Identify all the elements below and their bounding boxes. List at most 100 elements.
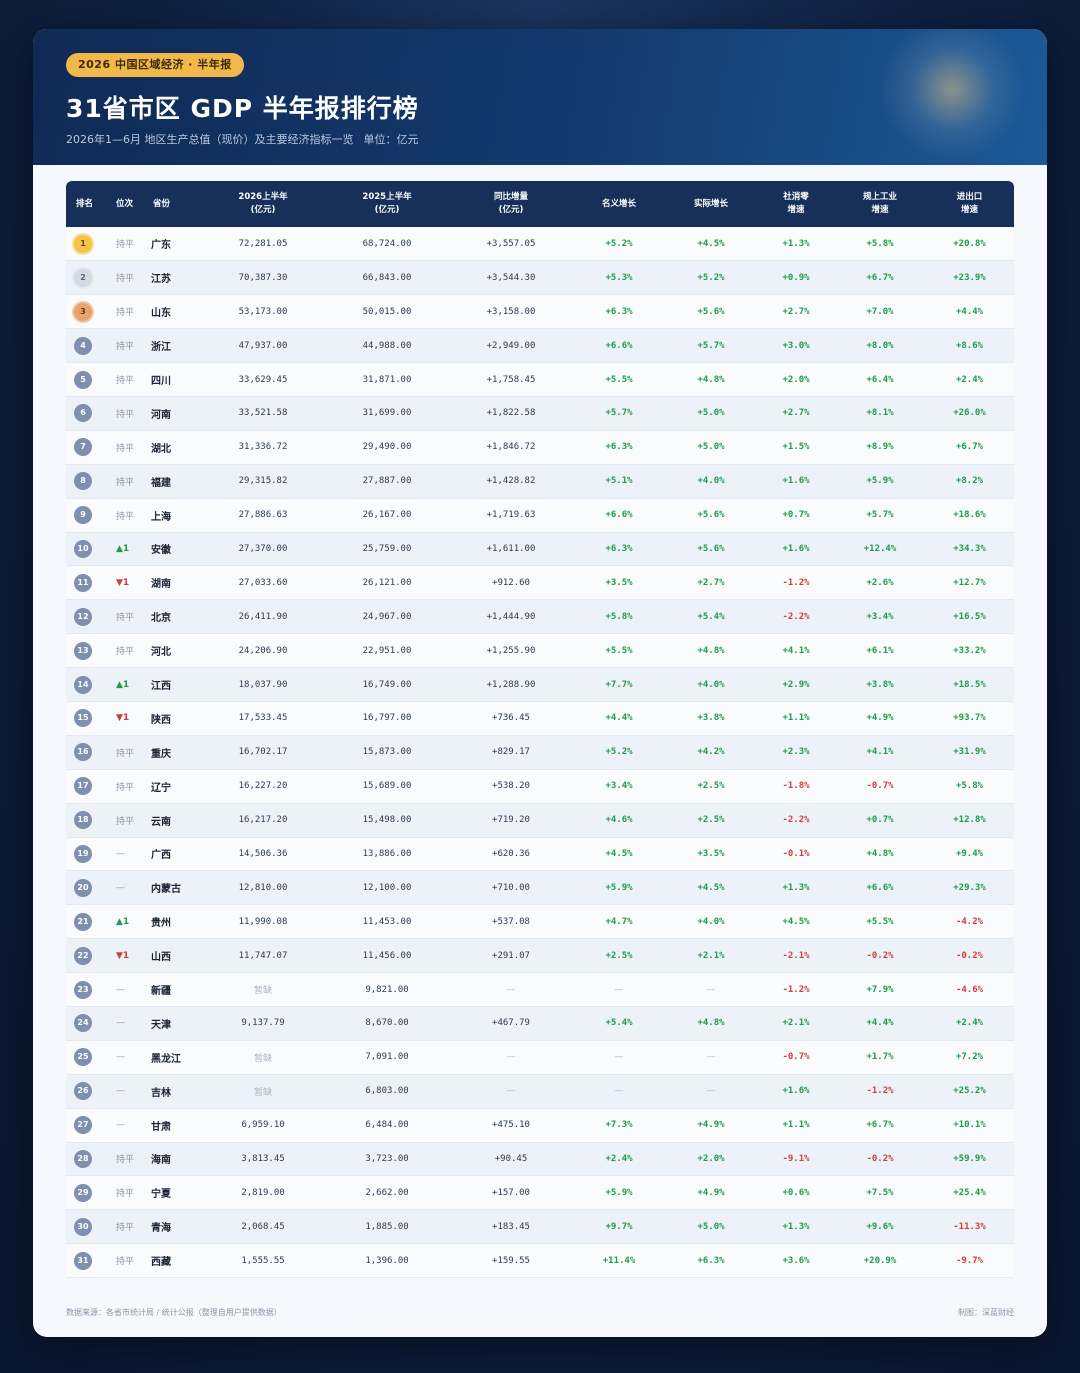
industry-growth-cell: +9.6% — [835, 1209, 925, 1245]
increment-cell: +620.36 — [449, 837, 573, 872]
increment-cell: +1,822.58 — [449, 396, 573, 431]
trade-growth-cell: +2.4% — [925, 362, 1014, 397]
real-growth-cell: +4.5% — [665, 227, 757, 262]
retail-growth-cell: +3.0% — [757, 328, 835, 364]
rank-cell: 2 — [66, 260, 106, 296]
trade-growth-cell: +5.8% — [925, 769, 1014, 804]
real-growth-cell: +6.3% — [665, 1243, 757, 1279]
industry-growth-cell: +1.7% — [835, 1040, 925, 1075]
gdp-2026-cell: 2,819.00 — [201, 1175, 325, 1211]
rank-cell: 11 — [66, 565, 106, 601]
increment-cell: +912.60 — [449, 565, 573, 601]
retail-growth-cell: +1.3% — [757, 227, 835, 262]
increment-cell: +538.20 — [449, 769, 573, 804]
gdp-2026-cell: 70,387.30 — [201, 260, 325, 296]
province-cell: 甘肃 — [143, 1108, 201, 1143]
rank-cell: 3 — [66, 294, 106, 330]
real-growth-cell: — — [665, 1040, 757, 1075]
province-cell: 江西 — [143, 667, 201, 702]
column-header-label: 2025上半年 — [362, 192, 412, 202]
nominal-growth-cell: +9.7% — [573, 1209, 665, 1245]
rank-cell: 24 — [66, 1006, 106, 1041]
retail-growth-cell: -9.1% — [757, 1142, 835, 1177]
province-cell: 北京 — [143, 599, 201, 635]
increment-cell: — — [449, 1074, 573, 1109]
table-row: 22 ▼1 山西 11,747.07 11,456.00 +291.07 +2.5% +2.1… — [66, 938, 1014, 974]
nominal-growth-cell: +5.5% — [573, 633, 665, 669]
province-cell: 广西 — [143, 837, 201, 872]
gdp-2025-cell: 26,121.00 — [325, 565, 449, 601]
province-cell: 新疆 — [143, 972, 201, 1007]
trade-growth-cell: +18.5% — [925, 667, 1014, 702]
trade-growth-cell: +9.4% — [925, 837, 1014, 872]
province-cell: 辽宁 — [143, 769, 201, 804]
gdp-2026-cell: 33,521.58 — [201, 396, 325, 431]
industry-growth-cell: +5.7% — [835, 498, 925, 533]
retail-growth-cell: +1.6% — [757, 464, 835, 499]
gdp-2025-cell: 1,885.00 — [325, 1209, 449, 1245]
retail-growth-cell: +0.9% — [757, 260, 835, 296]
nominal-growth-cell: +11.4% — [573, 1243, 665, 1279]
rank-badge: 13 — [74, 641, 92, 660]
rank-cell: 15 — [66, 701, 106, 736]
rank-badge: 23 — [74, 980, 92, 999]
rank-change-cell: 持平 — [106, 464, 143, 499]
column-header-label: 2026上半年 — [238, 192, 288, 202]
rank-badge: 1 — [74, 234, 92, 253]
rank-cell: 20 — [66, 870, 106, 906]
rank-badge: 19 — [74, 844, 92, 863]
rank-change-cell: 持平 — [106, 1142, 143, 1177]
gdp-2025-cell: 31,871.00 — [325, 362, 449, 397]
column-header-sublabel: (亿元) — [498, 205, 524, 215]
increment-cell: +1,846.72 — [449, 430, 573, 465]
rank-change-cell: ▼1 — [106, 565, 143, 601]
increment-cell: +3,544.30 — [449, 260, 573, 296]
retail-growth-cell: +1.1% — [757, 701, 835, 736]
province-cell: 西藏 — [143, 1243, 201, 1279]
increment-cell: +291.07 — [449, 938, 573, 974]
nominal-growth-cell: +7.7% — [573, 667, 665, 702]
increment-cell: +467.79 — [449, 1006, 573, 1041]
retail-growth-cell: +1.3% — [757, 870, 835, 906]
increment-cell: +90.45 — [449, 1142, 573, 1177]
rank-cell: 10 — [66, 532, 106, 567]
trade-growth-cell: +29.3% — [925, 870, 1014, 906]
nominal-growth-cell: +6.6% — [573, 498, 665, 533]
column-header-label: 同比增量 — [493, 192, 528, 202]
rank-change-cell: — — [106, 1040, 143, 1075]
rank-cell: 14 — [66, 667, 106, 702]
industry-growth-cell: +6.1% — [835, 633, 925, 669]
industry-growth-cell: -1.2% — [835, 1074, 925, 1109]
column-header-label: 排名 — [76, 198, 94, 209]
gdp-2026-cell: 24,206.90 — [201, 633, 325, 669]
nominal-growth-cell: +6.3% — [573, 430, 665, 465]
province-cell: 安徽 — [143, 532, 201, 567]
province-cell: 陕西 — [143, 701, 201, 736]
rank-cell: 4 — [66, 328, 106, 364]
column-header-sublabel: 增速 — [871, 205, 889, 215]
industry-growth-cell: +6.7% — [835, 260, 925, 296]
nominal-growth-cell: +5.8% — [573, 599, 665, 635]
rank-badge: 28 — [74, 1149, 92, 1168]
rank-change-cell: ▲1 — [106, 904, 143, 940]
rank-cell: 27 — [66, 1108, 106, 1143]
rank-badge: 25 — [74, 1048, 92, 1067]
gdp-2025-cell: 22,951.00 — [325, 633, 449, 669]
province-cell: 宁夏 — [143, 1175, 201, 1211]
data-source-note: 数据来源：各省市统计局 / 统计公报（整理自用户提供数据） — [66, 1308, 282, 1317]
rank-badge: 5 — [74, 370, 92, 389]
province-cell: 湖北 — [143, 430, 201, 465]
nominal-growth-cell: +5.7% — [573, 396, 665, 431]
rank-badge: 16 — [74, 743, 92, 762]
province-cell: 黑龙江 — [143, 1040, 201, 1075]
column-header-label: 位次 — [116, 198, 134, 209]
trade-growth-cell: -0.2% — [925, 938, 1014, 974]
rank-badge: 4 — [74, 336, 92, 355]
increment-cell: +183.45 — [449, 1209, 573, 1245]
real-growth-cell: +4.9% — [665, 1175, 757, 1211]
nominal-growth-cell: +4.4% — [573, 701, 665, 736]
column-header: 同比增量 (亿元) — [449, 181, 573, 227]
rank-badge: 29 — [74, 1183, 92, 1202]
rank-cell: 9 — [66, 498, 106, 533]
increment-cell: +1,719.63 — [449, 498, 573, 533]
